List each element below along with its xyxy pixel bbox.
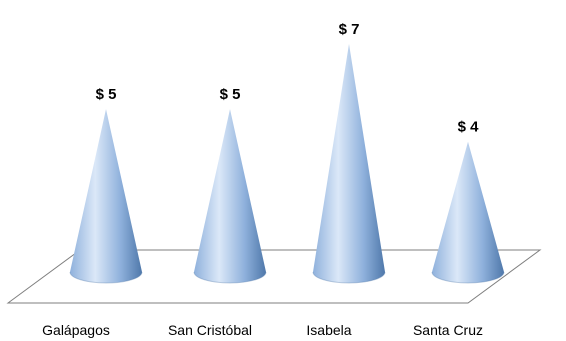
cone-2: [193, 109, 267, 284]
category-label: Santa Cruz: [413, 322, 483, 338]
cone-body: [432, 141, 504, 283]
category-label: San Cristóbal: [168, 322, 252, 338]
labels-layer: $ 5 Galápagos $ 5 San Cristóbal $ 7 Isabela $ …: [42, 21, 483, 338]
value-label: $ 5: [96, 86, 117, 103]
cone-body: [194, 109, 266, 284]
cone-body: [70, 109, 142, 284]
cone-base-edge: [193, 271, 267, 284]
category-label: Isabela: [306, 322, 351, 338]
cone-4: [431, 141, 505, 284]
category-label: Galápagos: [42, 322, 110, 338]
cone-base-edge: [431, 271, 505, 284]
cone-body: [313, 44, 385, 283]
cone-3: [312, 44, 386, 284]
cone-base-edge: [312, 271, 386, 284]
value-label: $ 7: [339, 21, 360, 38]
chart-floor: [6, 249, 542, 304]
cone-1: [69, 109, 143, 284]
cone-base-edge: [69, 271, 143, 284]
value-label: $ 5: [220, 86, 241, 103]
cones-layer: [69, 44, 505, 284]
value-label: $ 4: [458, 119, 480, 136]
